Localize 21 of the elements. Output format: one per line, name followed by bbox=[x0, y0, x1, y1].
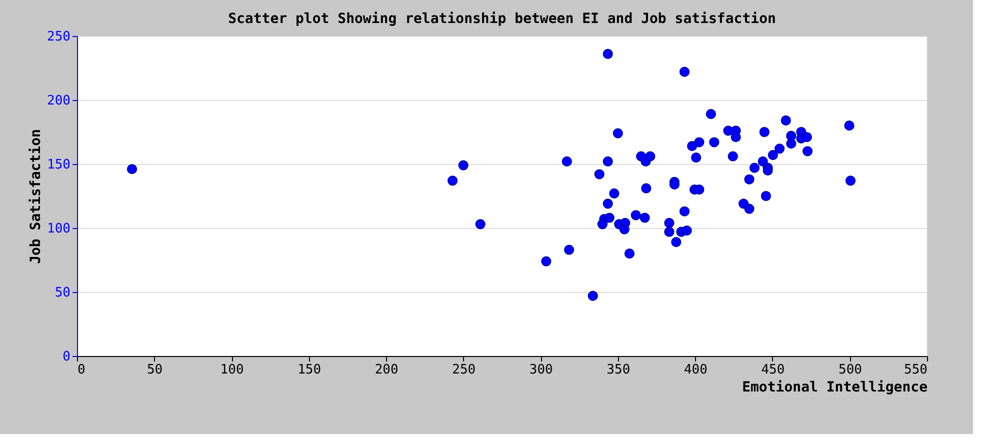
x-tick-label: 400 bbox=[684, 362, 708, 378]
y-tick-label: 150 bbox=[47, 158, 70, 172]
x-axis-title: Emotional Intelligence bbox=[742, 380, 928, 396]
y-axis-title: Job Satisfaction bbox=[28, 129, 44, 264]
x-tick-label: 350 bbox=[606, 362, 630, 378]
x-tick-label: 100 bbox=[220, 362, 244, 378]
y-tick-label: 250 bbox=[47, 30, 70, 44]
chart-title: Scatter plot Showing relationship between EI and Job satisfaction bbox=[228, 11, 776, 27]
y-tick-label: 50 bbox=[54, 286, 70, 300]
x-tick-label: 0 bbox=[78, 362, 86, 378]
y-tick-label: 100 bbox=[47, 222, 70, 236]
x-tick-label: 50 bbox=[146, 362, 163, 378]
x-tick-label: 200 bbox=[374, 362, 398, 378]
x-tick-label: 500 bbox=[838, 362, 862, 378]
y-tick-label: 200 bbox=[47, 94, 70, 108]
x-tick-label: 300 bbox=[529, 362, 553, 378]
x-tick-label: 150 bbox=[298, 362, 322, 378]
x-tick-label: 450 bbox=[761, 362, 785, 378]
y-tick-label: 0 bbox=[62, 350, 70, 364]
x-tick-label: 250 bbox=[452, 362, 476, 378]
x-tick-label: 550 bbox=[904, 362, 928, 378]
